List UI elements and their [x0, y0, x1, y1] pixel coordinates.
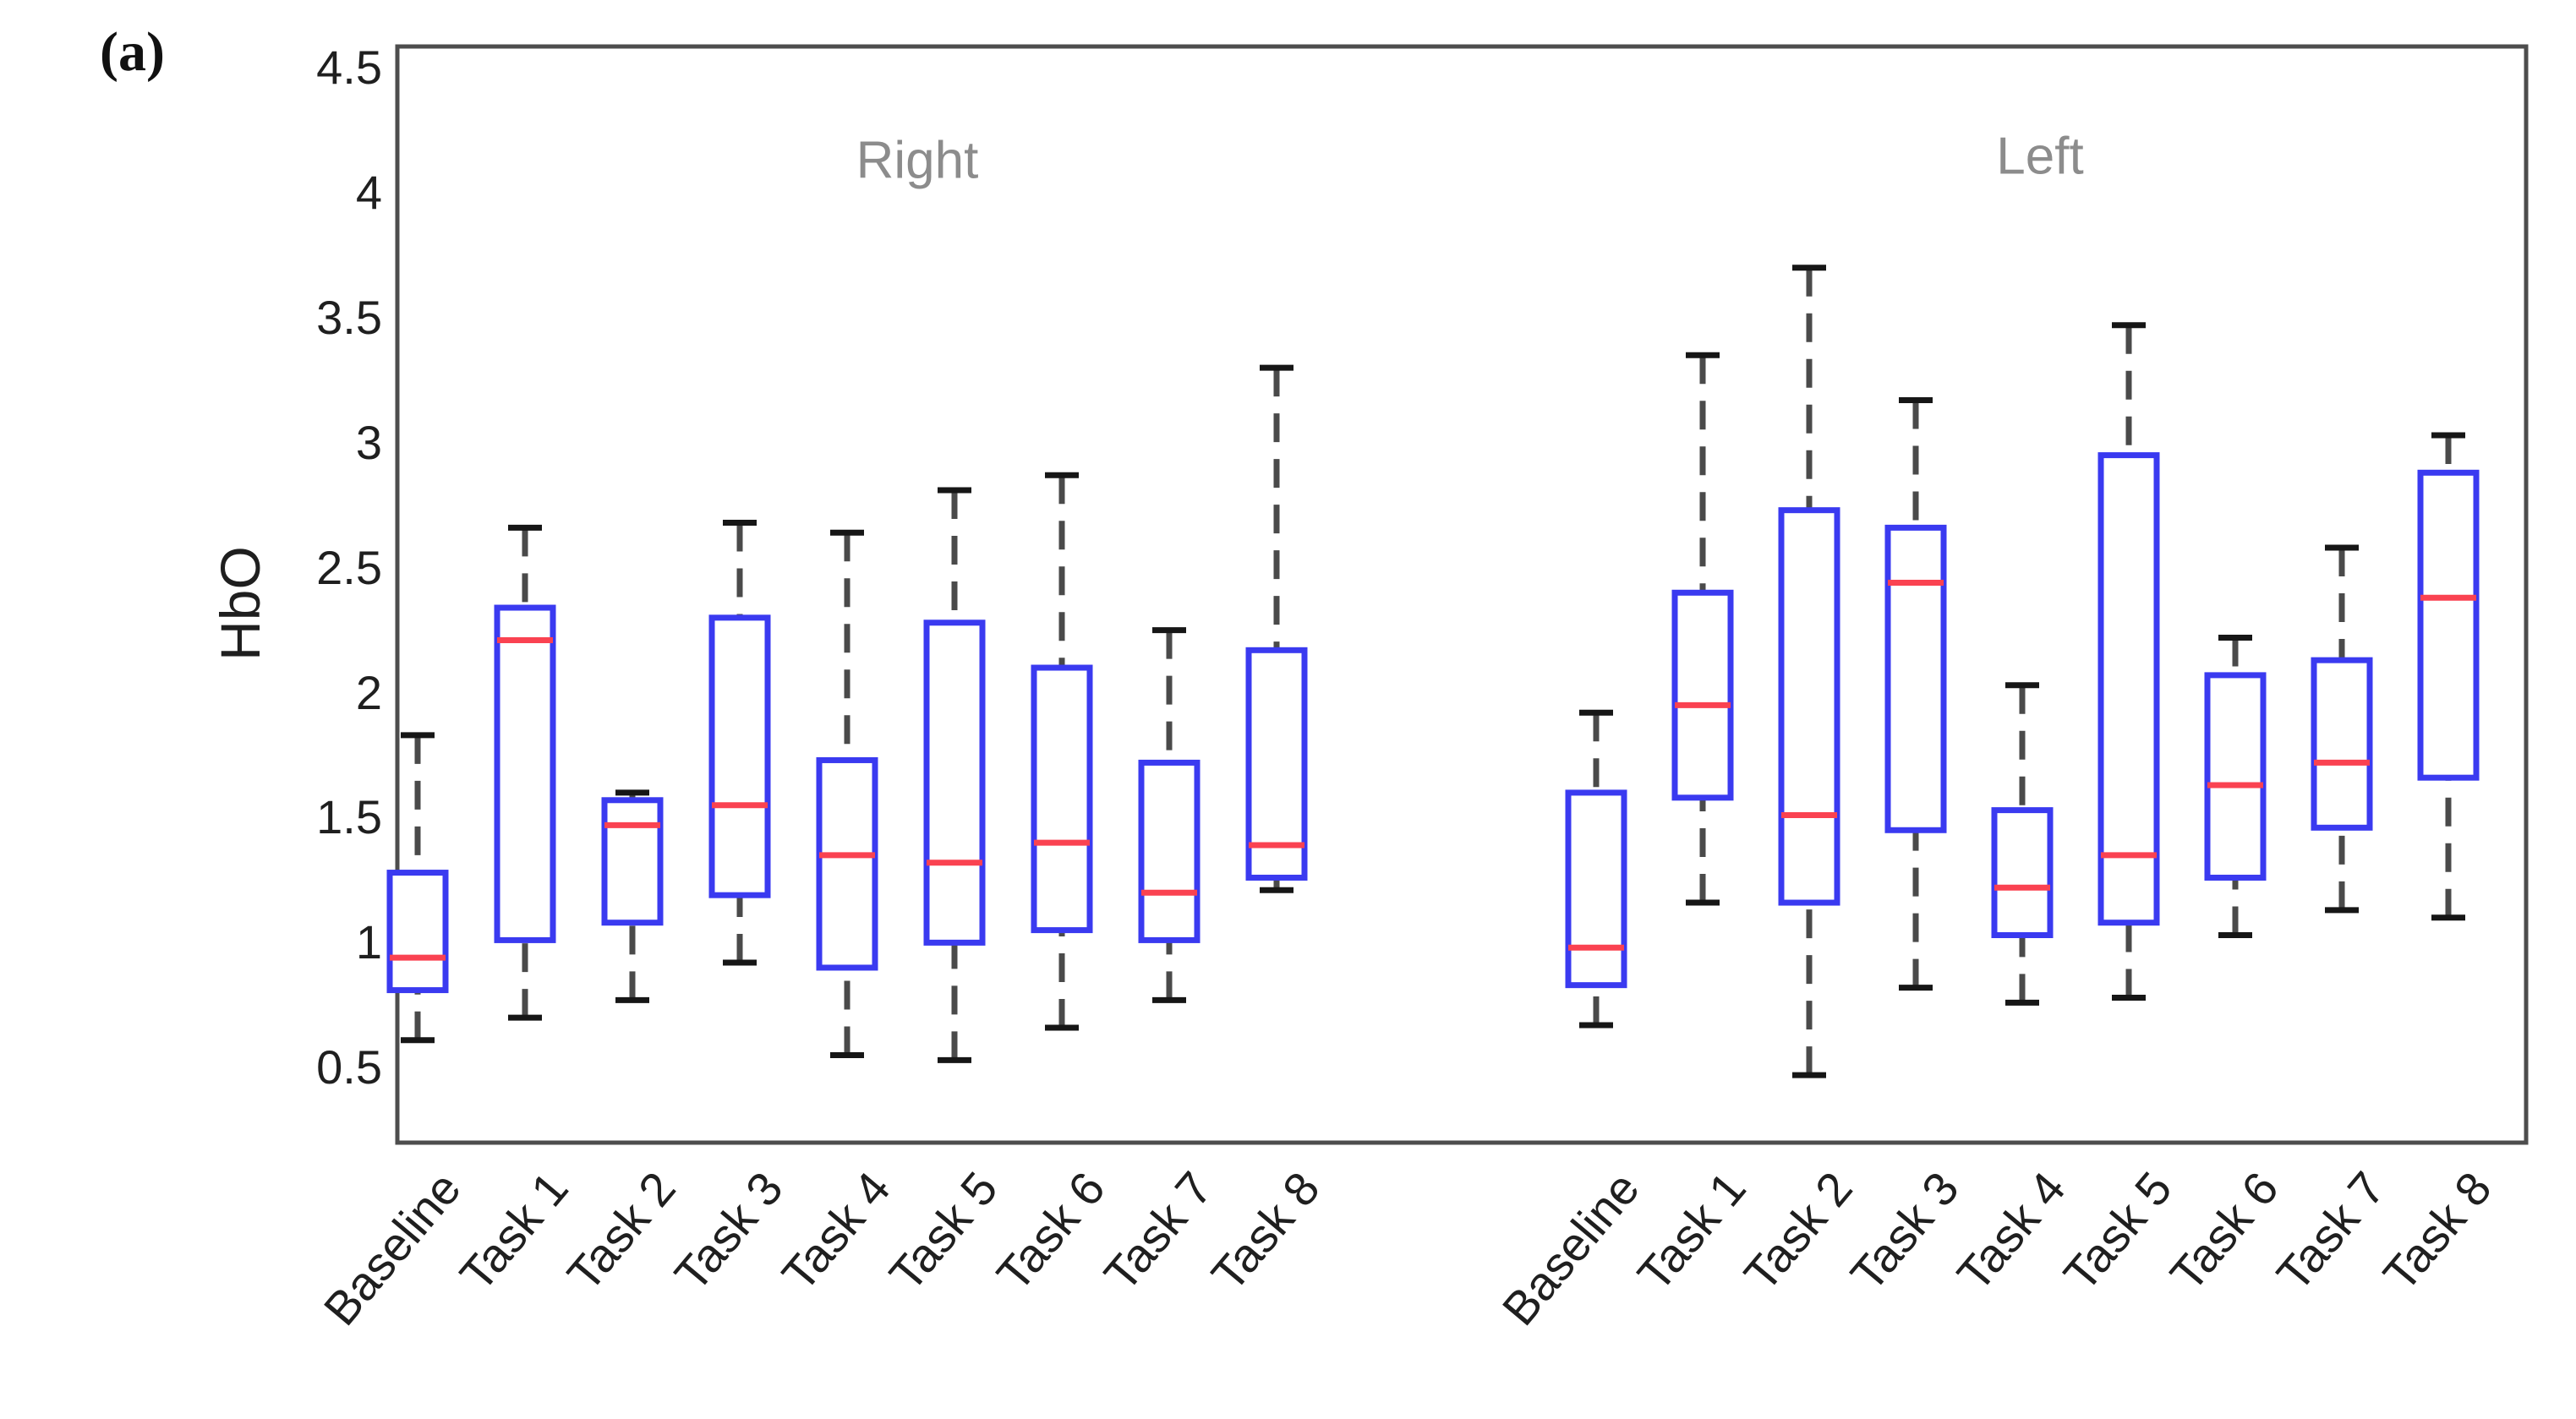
axes-box	[395, 44, 2529, 1145]
boxplot-left-task-8	[2417, 432, 2480, 921]
iqr-box-right-task-1	[494, 604, 556, 943]
boxplot-left-task-2	[1778, 265, 1840, 1078]
y-tick-label-3: 3	[355, 415, 382, 469]
iqr-box-right-task-7	[1138, 759, 1200, 943]
boxplot-right-task-5	[923, 487, 986, 1063]
iqr-box-left-task-7	[2311, 657, 2373, 831]
boxplot-left-task-4	[1991, 682, 2054, 1006]
iqr-box-right-task-8	[1245, 647, 1308, 881]
boxplot-left-task-6	[2204, 635, 2267, 939]
group-label-right: Right	[856, 131, 979, 190]
boxplot-right-task-8	[1245, 364, 1308, 893]
iqr-box-right-baseline	[386, 870, 449, 994]
iqr-box-left-baseline	[1565, 789, 1627, 989]
boxplot-right-baseline	[386, 732, 449, 1044]
y-tick-label-4.5: 4.5	[316, 41, 382, 95]
boxplot-right-task-4	[816, 529, 878, 1058]
boxplot-right-task-2	[601, 789, 664, 1003]
boxplot-left-task-7	[2311, 544, 2373, 914]
iqr-box-left-task-4	[1991, 807, 2054, 939]
y-tick-label-2: 2	[355, 665, 382, 719]
y-tick-label-1.5: 1.5	[316, 790, 382, 844]
boxplot-left-task-1	[1671, 352, 1734, 906]
y-tick-label-0.5: 0.5	[316, 1040, 382, 1094]
y-tick-label-1: 1	[355, 915, 382, 969]
iqr-box-right-task-4	[816, 756, 878, 971]
iqr-box-left-task-2	[1778, 507, 1840, 906]
iqr-box-left-task-1	[1671, 589, 1734, 801]
y-tick-label-2.5: 2.5	[316, 540, 382, 594]
group-label-left: Left	[1996, 127, 2084, 186]
y-tick-label-4: 4	[355, 166, 382, 220]
iqr-box-left-task-8	[2417, 469, 2480, 781]
boxplot-left-task-3	[1884, 397, 1947, 991]
y-tick-label-3.5: 3.5	[316, 290, 382, 344]
boxplot-right-task-1	[494, 524, 556, 1021]
panel-label: (a)	[100, 21, 165, 83]
boxplot-right-task-3	[708, 519, 771, 966]
iqr-box-right-task-6	[1031, 664, 1093, 934]
boxplot-left-baseline	[1565, 709, 1627, 1029]
iqr-box-right-task-5	[923, 619, 986, 946]
iqr-box-left-task-5	[2097, 452, 2160, 926]
boxplot-left-task-5	[2097, 322, 2160, 1001]
iqr-box-right-task-3	[708, 614, 771, 898]
boxplot-right-task-7	[1138, 627, 1200, 1003]
iqr-box-left-task-3	[1884, 524, 1947, 833]
boxplot-right-task-6	[1031, 472, 1093, 1031]
iqr-box-right-task-2	[601, 797, 664, 926]
iqr-box-left-task-6	[2204, 672, 2267, 881]
